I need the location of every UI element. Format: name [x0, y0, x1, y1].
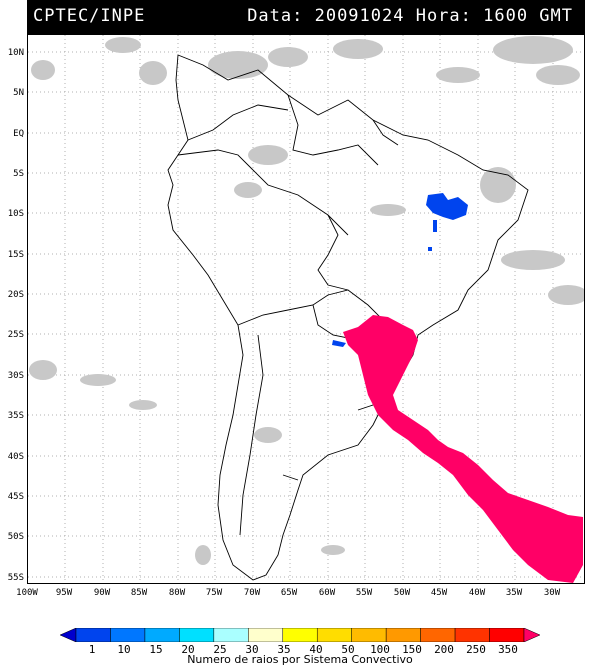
- colorbar-segment: [316, 628, 352, 642]
- colorbar-tick: 350: [498, 643, 518, 656]
- lon-label: 35W: [505, 588, 523, 598]
- grid-lines: [28, 35, 584, 583]
- lon-label: 80W: [168, 588, 186, 598]
- colorbar-segment: [385, 628, 421, 642]
- colorbar-tick: 1: [88, 643, 96, 656]
- colorbar-segment: [351, 628, 387, 642]
- colorbar-tick: 35: [277, 643, 291, 656]
- colorbar-tick: 200: [434, 643, 454, 656]
- lat-label: 45S: [7, 492, 24, 502]
- lon-label: 75W: [205, 588, 223, 598]
- lat-label: 55S: [7, 573, 24, 583]
- colorbar-segment: [489, 628, 525, 642]
- lon-label: 100W: [16, 588, 38, 598]
- map-canvas: [28, 35, 584, 583]
- lon-label: 95W: [55, 588, 73, 598]
- colorbar-tick: 40: [309, 643, 323, 656]
- map-header: CPTEC/INPE Data: 20091024 Hora: 1600 GMT: [27, 0, 585, 34]
- lon-label: 55W: [355, 588, 373, 598]
- lat-label: 5N: [13, 88, 24, 98]
- lightning-high-cluster: [343, 315, 583, 583]
- lon-label: 60W: [318, 588, 336, 598]
- colorbar-tick: 10: [117, 643, 131, 656]
- lon-label: 40W: [468, 588, 486, 598]
- colorbar-segment: [523, 628, 540, 642]
- lat-label: 15S: [7, 250, 24, 260]
- lightning-map: [27, 34, 585, 584]
- colorbar-tick: 30: [245, 643, 259, 656]
- colorbar-tick: 50: [341, 643, 355, 656]
- colorbar-segment: [420, 628, 456, 642]
- colorbar-tick: 25: [213, 643, 227, 656]
- lightning-low-cluster: [332, 193, 468, 347]
- colorbar-segment: [144, 628, 180, 642]
- lon-label: 50W: [393, 588, 411, 598]
- colorbar-tick: 250: [466, 643, 486, 656]
- lat-label: 25S: [7, 330, 24, 340]
- lon-label: 85W: [130, 588, 148, 598]
- lon-label: 90W: [93, 588, 111, 598]
- colorbar-segment: [213, 628, 249, 642]
- lat-label: 10N: [7, 48, 24, 58]
- agency-title: CPTEC/INPE: [33, 6, 146, 26]
- colorbar-segment: [179, 628, 215, 642]
- lat-label: 20S: [7, 290, 24, 300]
- cloud-cover: [29, 36, 584, 565]
- colorbar-segment: [248, 628, 284, 642]
- colorbar-tick: 15: [149, 643, 163, 656]
- lon-label: 65W: [280, 588, 298, 598]
- colorbar-segment: [282, 628, 318, 642]
- lat-label: 5S: [13, 169, 24, 179]
- lat-label: 50S: [7, 532, 24, 542]
- country-borders: [167, 54, 529, 581]
- lon-label: 30W: [543, 588, 561, 598]
- lat-label: 35S: [7, 411, 24, 421]
- latitude-labels: 10N 5N EQ 5S 10S 15S 20S 25S 30S 35S 40S…: [0, 34, 27, 584]
- colorbar-tick: 20: [181, 643, 195, 656]
- colorbar-segment: [454, 628, 490, 642]
- colorbar-tick: 150: [402, 643, 422, 656]
- colorbar-segment: [75, 628, 111, 642]
- lon-label: 70W: [243, 588, 261, 598]
- lat-label: EQ: [13, 129, 24, 139]
- datetime-label: Data: 20091024 Hora: 1600 GMT: [247, 6, 573, 26]
- longitude-labels: 100W 95W 90W 85W 80W 75W 70W 65W 60W 55W…: [16, 584, 585, 600]
- lat-label: 10S: [7, 209, 24, 219]
- colorbar-caption: Numero de raios por Sistema Convectivo: [187, 653, 413, 666]
- colorbar-tick: 100: [370, 643, 390, 656]
- lat-label: 30S: [7, 371, 24, 381]
- colorbar-segment: [60, 628, 77, 642]
- lon-label: 45W: [430, 588, 448, 598]
- colorbar: [60, 628, 540, 642]
- lat-label: 40S: [7, 452, 24, 462]
- colorbar-segment: [110, 628, 146, 642]
